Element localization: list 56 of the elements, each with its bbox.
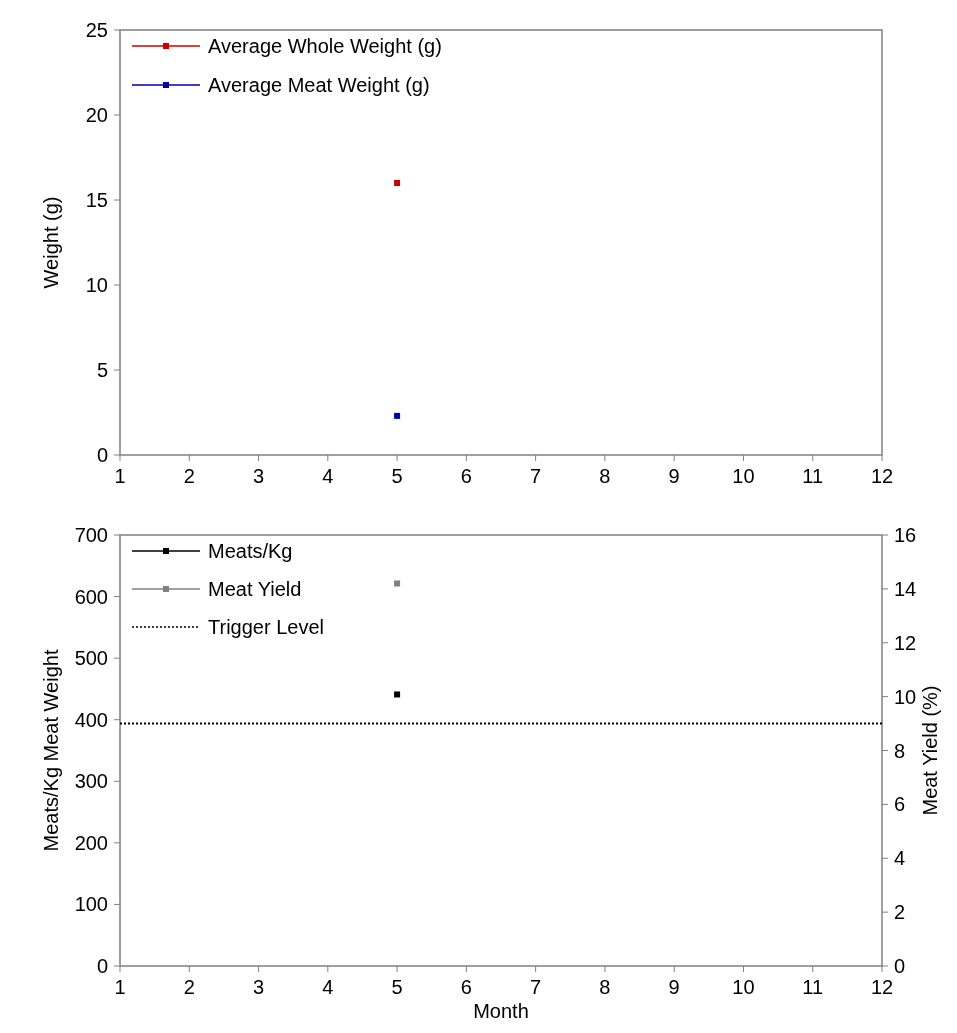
legend-label: Trigger Level [208,616,324,638]
y-tick-label: 15 [85,189,108,211]
y-axis-title: Meats/Kg Meat Weight [40,649,62,852]
y-tick-label: 700 [74,524,108,546]
x-tick-label: 1 [114,976,126,998]
y-axis-title: Weight (g) [40,196,62,289]
y-tick-label: 100 [74,893,108,916]
y-tick-label: 20 [85,104,108,126]
x-tick-label: 4 [322,465,334,487]
x-tick-label: 6 [460,465,472,487]
x-tick-label: 7 [530,976,542,998]
y-tick-label: 10 [85,274,108,296]
y2-axis-title: Meat Yield (%) [919,685,941,816]
x-tick-label: 9 [668,976,680,998]
y-tick-label: 0 [96,955,108,977]
y2-tick-label: 2 [894,901,906,924]
y2-tick-label: 12 [894,631,917,654]
x-tick-label: 7 [530,465,542,487]
y-tick-label: 500 [74,647,108,670]
x-tick-label: 10 [732,976,755,998]
x-tick-label: 3 [252,465,265,487]
x-tick-label: 11 [802,976,824,998]
y2-tick-label: 6 [894,793,906,816]
x-tick-label: 12 [870,465,894,487]
y-tick-label: 5 [96,359,108,381]
x-tick-label: 10 [732,465,755,487]
x-tick-label: 11 [802,465,824,487]
y-tick-label: 400 [74,708,108,731]
x-tick-label: 8 [599,465,611,487]
x-tick-label: 6 [460,976,472,998]
y2-tick-label: 4 [894,847,906,870]
x-tick-label: 3 [252,976,265,998]
legend-label: Meats/Kg [208,540,293,562]
x-tick-label: 5 [391,465,403,487]
legend-label: Meat Yield [208,578,302,600]
x-tick-label: 2 [183,976,195,998]
legend-label: Average Meat Weight (g) [208,74,430,96]
y-tick-label: 25 [85,19,108,41]
y-tick-label: 600 [74,585,108,608]
y2-tick-label: 16 [894,524,917,546]
x-axis-title: Month [473,1000,529,1022]
y-tick-label: 300 [74,770,108,793]
y2-tick-label: 8 [894,739,906,762]
x-tick-label: 8 [599,976,611,998]
y2-tick-label: 0 [894,955,906,977]
y-tick-label: 0 [96,444,108,466]
legend-label: Average Whole Weight (g) [208,35,442,57]
x-tick-label: 12 [870,976,894,998]
y2-tick-label: 14 [894,577,917,600]
x-tick-label: 1 [114,465,126,487]
x-tick-label: 2 [183,465,195,487]
y-tick-label: 200 [74,831,108,854]
y2-tick-label: 10 [894,685,917,708]
x-tick-label: 4 [322,976,334,998]
x-tick-label: 5 [391,976,403,998]
x-tick-label: 9 [668,465,680,487]
